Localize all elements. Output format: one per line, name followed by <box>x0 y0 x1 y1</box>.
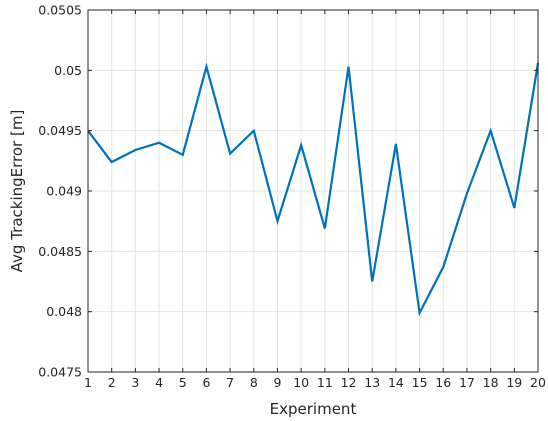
x-tick-label: 14 <box>388 375 404 390</box>
series-group <box>87 62 540 317</box>
x-tick-label: 2 <box>108 375 116 390</box>
y-tick-label: 0.05 <box>54 63 82 78</box>
y-tick-label: 0.0485 <box>38 244 82 259</box>
y-tick-label: 0.048 <box>46 304 82 319</box>
x-tick-label: 8 <box>250 375 258 390</box>
y-axis-label: Avg TrackingError [m] <box>8 110 26 273</box>
x-tick-label: 16 <box>435 375 451 390</box>
y-tick-label: 0.0505 <box>38 3 82 18</box>
x-tick-label: 5 <box>179 375 187 390</box>
x-tick-label: 12 <box>341 375 357 390</box>
x-tick-label: 17 <box>459 375 475 390</box>
x-tick-label: 1 <box>84 375 92 390</box>
x-tick-label: 15 <box>412 375 428 390</box>
x-tick-label: 18 <box>483 375 499 390</box>
ticks <box>87 9 539 373</box>
x-tick-label: 4 <box>155 375 163 390</box>
y-tick-labels: 0.0475 0.048 0.0485 0.049 0.0495 0.05 0.0505 <box>38 3 82 380</box>
x-tick-label: 7 <box>226 375 234 390</box>
y-tick-label: 0.0475 <box>38 365 82 380</box>
y-tick-label: 0.049 <box>46 184 82 199</box>
x-tick-labels: 1 2 3 4 5 6 7 8 9 10 11 12 13 14 15 16 17 18 19 20 <box>84 375 546 390</box>
series-line <box>87 62 540 317</box>
y-tick-label: 0.0495 <box>38 123 82 138</box>
x-tick-label: 3 <box>131 375 139 390</box>
x-tick-label: 9 <box>273 375 281 390</box>
x-tick-label: 19 <box>506 375 522 390</box>
x-tick-label: 11 <box>317 375 333 390</box>
x-tick-label: 13 <box>364 375 380 390</box>
x-axis-label: Experiment <box>270 400 357 418</box>
x-tick-label: 10 <box>293 375 309 390</box>
x-tick-label: 6 <box>202 375 210 390</box>
x-tick-label: 20 <box>530 375 546 390</box>
